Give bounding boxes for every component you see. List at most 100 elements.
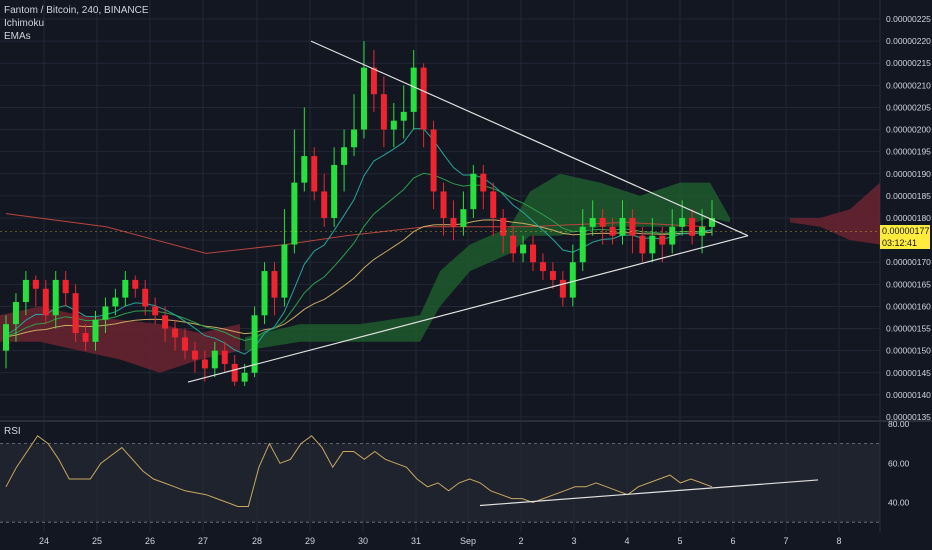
candle-down xyxy=(440,191,447,218)
time-tick-label: 28 xyxy=(252,536,262,546)
candle-down xyxy=(172,328,179,338)
candle-up xyxy=(669,226,676,245)
candle-down xyxy=(510,235,517,254)
triangle-lower-line xyxy=(187,235,749,383)
candle-down xyxy=(311,156,318,192)
candle-up xyxy=(709,218,715,227)
time-tick-label: 25 xyxy=(92,536,102,546)
price-tick-label: 0.00000205 xyxy=(886,102,931,112)
price-tick-label: 0.00000220 xyxy=(886,36,931,46)
candle-down xyxy=(659,235,666,245)
candle-up xyxy=(261,271,268,316)
cloud-bearish xyxy=(0,306,240,373)
last-price-tag: 0.00000177 xyxy=(880,225,930,237)
time-tick-label: 30 xyxy=(358,536,368,546)
candle-down xyxy=(430,129,437,192)
price-tick-label: 0.00000225 xyxy=(886,14,931,24)
candles xyxy=(3,41,715,387)
time-tick-label: 6 xyxy=(730,536,735,546)
candle-down xyxy=(72,293,79,333)
candle-down xyxy=(321,191,328,218)
candle-down xyxy=(82,332,89,342)
price-tick-label: 0.00000195 xyxy=(886,147,931,157)
candle-up xyxy=(470,173,477,210)
candle-down xyxy=(162,315,169,329)
candle-up xyxy=(22,279,29,303)
candle-up xyxy=(281,244,288,298)
candle-down xyxy=(559,279,566,298)
indicator-emas[interactable]: EMAs xyxy=(4,31,31,42)
rsi-pane xyxy=(0,435,880,523)
candle-up xyxy=(92,319,99,342)
candle-down xyxy=(490,191,497,218)
cloud-bullish xyxy=(245,173,730,351)
candle-up xyxy=(122,279,129,298)
symbol-title[interactable]: Fantom / Bitcoin, 240, BINANCE xyxy=(4,5,149,16)
time-tick-label: Sep xyxy=(460,536,476,546)
candle-up xyxy=(699,226,706,236)
candle-down xyxy=(599,218,606,227)
time-tick-label: 8 xyxy=(836,536,841,546)
candle-up xyxy=(241,372,248,382)
chart-legend: Fantom / Bitcoin, 240, BINANCE Ichimoku … xyxy=(4,4,149,43)
candle-up xyxy=(331,164,338,218)
price-tick-label: 0.00000150 xyxy=(886,346,931,356)
price-tick-label: 0.00000135 xyxy=(886,412,931,422)
ema-mid-line xyxy=(5,219,713,338)
triangle-pattern xyxy=(0,40,880,383)
candle-down xyxy=(231,363,238,382)
time-tick-label: 3 xyxy=(571,536,576,546)
ichimoku-cloud xyxy=(0,173,880,373)
time-tick-label: 31 xyxy=(411,536,421,546)
candle-down xyxy=(609,226,616,236)
time-axis: 24 25 26 27 28 29 30 31 Sep 2 3 4 5 6 7 8 xyxy=(39,536,842,546)
cloud-bearish-future xyxy=(790,182,880,245)
candle-up xyxy=(579,226,586,263)
price-tick-label: 0.00000210 xyxy=(886,80,931,90)
candle-up xyxy=(649,235,656,254)
price-tick-label: 0.00000190 xyxy=(886,169,931,179)
price-tick-label: 0.00000215 xyxy=(886,58,931,68)
candle-down xyxy=(142,288,149,307)
time-tick-label: 2 xyxy=(518,536,523,546)
time-tick-label: 26 xyxy=(145,536,155,546)
candle-down xyxy=(420,67,427,130)
indicator-ichimoku[interactable]: Ichimoku xyxy=(4,18,45,29)
bar-countdown-tag: 03:12:41 xyxy=(880,237,930,249)
candle-down xyxy=(530,244,537,263)
candle-down xyxy=(221,350,228,364)
candle-up xyxy=(251,315,258,373)
candle-up xyxy=(291,182,298,245)
candle-down xyxy=(271,271,278,298)
candle-up xyxy=(460,209,467,227)
price-tick-label: 0.00000165 xyxy=(886,279,931,289)
rsi-legend[interactable]: RSI xyxy=(4,426,21,437)
candle-up xyxy=(3,324,9,351)
candle-up xyxy=(360,67,367,130)
rsi-tick-label: 40.00 xyxy=(888,498,910,508)
candle-down xyxy=(132,279,139,289)
candle-down xyxy=(480,173,487,192)
candle-down xyxy=(152,306,159,316)
time-tick-label: 4 xyxy=(624,536,629,546)
candle-down xyxy=(539,262,546,272)
candle-up xyxy=(52,279,59,316)
candle-up xyxy=(589,218,596,227)
triangle-upper-line xyxy=(310,40,749,237)
candle-down xyxy=(42,288,49,316)
candle-down xyxy=(370,67,377,95)
candle-down xyxy=(191,350,198,360)
candle-up xyxy=(351,129,358,148)
price-tick-label: 0.00000200 xyxy=(886,125,931,135)
rsi-line xyxy=(5,435,713,507)
candle-up xyxy=(102,306,109,320)
price-tick-label: 0.00000160 xyxy=(886,301,931,311)
candle-up xyxy=(211,350,218,369)
candle-up xyxy=(569,262,576,298)
candle-up xyxy=(520,244,527,254)
candle-down xyxy=(181,337,188,351)
candle-down xyxy=(450,218,457,227)
time-tick-label: 5 xyxy=(677,536,682,546)
rsi-tick-label: 60.00 xyxy=(888,458,910,468)
